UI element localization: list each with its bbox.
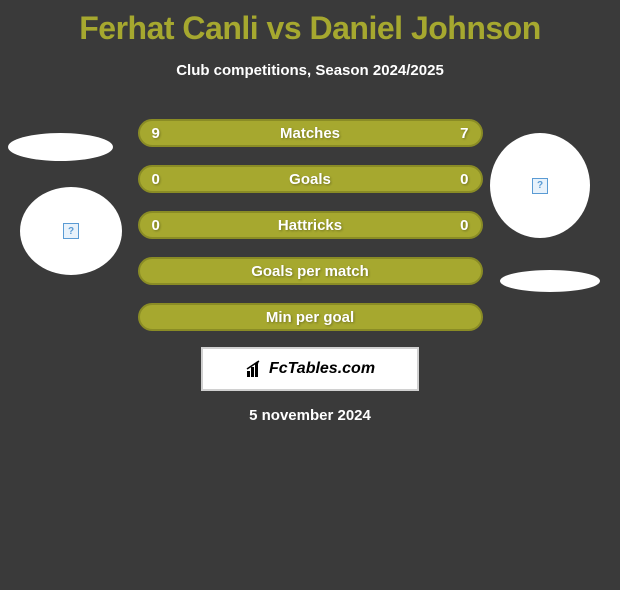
stat-row-matches: 9 Matches 7 (138, 119, 483, 147)
placeholder-icon: ? (63, 223, 79, 239)
logo-text: FcTables.com (245, 359, 375, 379)
stat-label: Min per goal (266, 309, 354, 326)
logo-label: FcTables.com (269, 360, 375, 378)
date-text: 5 november 2024 (0, 407, 620, 424)
logo-box: FcTables.com (201, 347, 419, 391)
decorative-ellipse-bottom-right (500, 270, 600, 292)
stat-label: Goals (289, 171, 331, 188)
stat-value-left: 0 (152, 217, 160, 234)
stat-value-left: 9 (152, 125, 160, 142)
stat-value-right: 7 (460, 125, 468, 142)
chart-icon (245, 359, 265, 379)
stat-row-min-per-goal: Min per goal (138, 303, 483, 331)
stat-value-right: 0 (460, 171, 468, 188)
stat-label: Goals per match (251, 263, 369, 280)
stat-row-goals-per-match: Goals per match (138, 257, 483, 285)
stat-value-right: 0 (460, 217, 468, 234)
decorative-ellipse-top-left (8, 133, 113, 161)
subtitle: Club competitions, Season 2024/2025 (0, 62, 620, 79)
stat-label: Hattricks (278, 217, 342, 234)
placeholder-icon: ? (532, 178, 548, 194)
stat-label: Matches (280, 125, 340, 142)
player-right-avatar-circle: ? (490, 133, 590, 238)
stat-row-goals: 0 Goals 0 (138, 165, 483, 193)
page-title: Ferhat Canli vs Daniel Johnson (0, 10, 620, 47)
stat-value-left: 0 (152, 171, 160, 188)
player-left-avatar-circle: ? (20, 187, 122, 275)
stat-row-hattricks: 0 Hattricks 0 (138, 211, 483, 239)
